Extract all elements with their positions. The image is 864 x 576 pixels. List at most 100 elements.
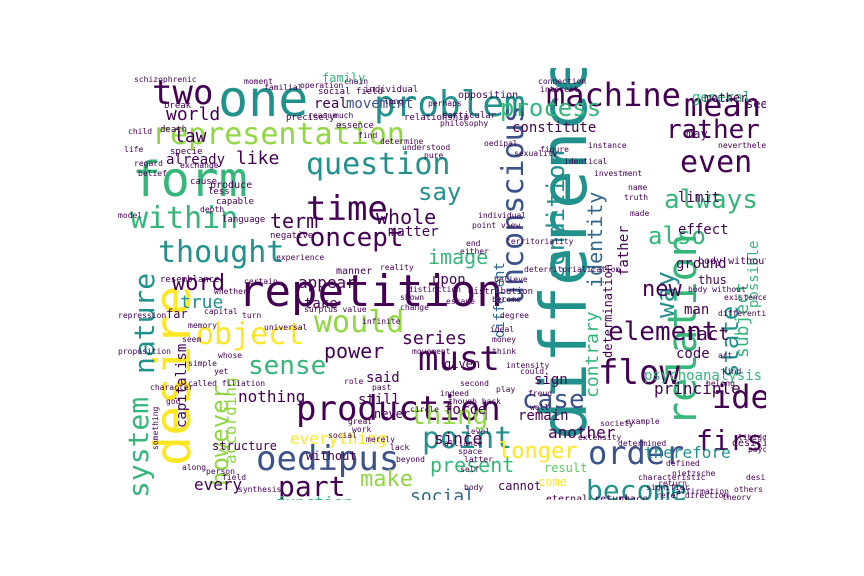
cloud-word: circle [410,405,439,414]
cloud-word: movement [346,96,413,112]
cloud-word: desiring production [746,473,766,482]
cloud-word: money [492,335,516,344]
cloud-word: memory [188,321,217,330]
cloud-word: come [538,475,567,489]
cloud-word: surplus value [304,305,367,314]
cloud-word: name [628,183,647,192]
cloud-word: opposition [458,90,518,101]
cloud-word: problem [374,84,526,125]
cloud-word: second [460,379,489,388]
cloud-word: though back [448,397,501,406]
cloud-word: relation [660,233,706,426]
cloud-word: depth [200,205,224,214]
cloud-word: order [588,434,684,472]
cloud-word: form [132,152,248,208]
cloud-word: refer direction [656,491,728,500]
cloud-word: process [500,94,601,122]
cloud-word: beyond [396,455,425,464]
cloud-word: take [304,296,338,312]
cloud-word: deterritorialization [524,265,621,274]
cloud-word: new [642,277,682,302]
cloud-word: extensity [578,433,622,442]
cloud-word: state [716,306,744,378]
cloud-word: interest [540,85,579,94]
cloud-word: determination [601,264,615,358]
cloud-word: whole [376,205,436,229]
cloud-word: universal [264,323,308,332]
cloud-word: according [221,377,240,464]
cloud-word: part [278,470,345,500]
cloud-word: level [466,427,490,436]
cloud-word: series [402,328,467,349]
cloud-word: would [314,305,404,340]
cloud-word: signifier [646,483,690,492]
cloud-word: called filiation [188,379,265,388]
cloud-word: nevertheless [718,141,766,150]
cloud-word: code [676,346,710,362]
cloud-word: much [334,111,353,120]
cloud-word: may [686,127,708,141]
cloud-word: investment [594,169,642,178]
cloud-word: reason [308,111,337,120]
cloud-word: become [492,295,521,304]
cloud-word: body [464,483,483,492]
cloud-word: infinite [362,317,401,326]
cloud-word: force [444,402,486,418]
cloud-word: nothing [238,387,305,406]
cloud-word: differential [718,309,766,318]
cloud-word: social field [318,87,383,97]
cloud-word: seem [182,335,201,344]
cloud-word: play [496,385,515,394]
cloud-word: nietzsche [672,469,716,478]
cloud-word: understood [402,143,450,152]
cloud-word: never [374,407,410,421]
cloud-word: two [152,73,213,113]
cloud-word: person [206,467,235,476]
cloud-word: sign [534,372,568,388]
cloud-word: capital [204,307,238,316]
cloud-word: character [150,383,194,392]
cloud-word: negative [270,231,313,241]
cloud-word: operation [300,81,344,90]
cloud-word: term [270,209,318,233]
cloud-word: within [130,201,238,236]
cloud-word: unconscious [496,105,531,304]
cloud-word: contrary [582,311,603,398]
cloud-word: one [218,70,308,128]
cloud-word: alliance [444,439,483,448]
cloud-word: specie [170,147,203,157]
cloud-word: thought [158,235,284,270]
cloud-word: condition [542,150,570,280]
cloud-word: either [460,247,489,256]
cloud-word: repetition [238,266,503,317]
cloud-word: reality [380,263,414,272]
cloud-word: must [418,339,500,379]
cloud-word: yet [214,367,229,376]
cloud-word: fact [686,324,729,345]
cloud-word: great [348,417,372,426]
cloud-word: longer [498,439,577,464]
cloud-word: truth [624,193,648,202]
cloud-word: family [322,71,365,85]
cloud-word: instance [588,141,627,150]
cloud-word: see [746,97,766,111]
cloud-word: act [718,351,733,360]
cloud-word: system [122,397,155,498]
cloud-word: like [236,148,279,169]
cloud-word: cause [190,177,217,187]
cloud-word: role [344,377,363,386]
cloud-word: said [366,370,400,386]
cloud-word: could [520,367,544,376]
cloud-word: psychoanalysis [644,368,762,384]
cloud-word: desiring machine [732,438,766,449]
cloud-word: already [166,152,225,168]
cloud-word: first [696,424,766,457]
cloud-word: shown [400,293,424,302]
cloud-word: way [651,271,681,318]
cloud-word: existence [724,293,766,302]
cloud-word: rather [666,115,760,145]
cloud-word: certain [244,277,278,286]
cloud-word: power [324,339,384,363]
cloud-word: libido [738,433,766,442]
cloud-word: idea [712,378,766,416]
